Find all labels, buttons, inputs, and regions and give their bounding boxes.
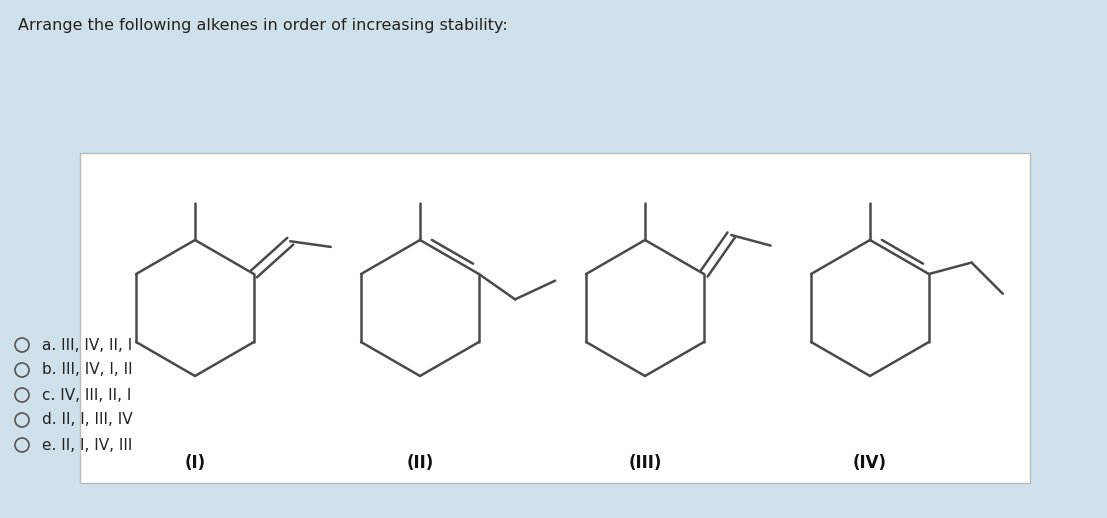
Text: b. III, IV, I, II: b. III, IV, I, II [42, 363, 133, 378]
Text: Arrange the following alkenes in order of increasing stability:: Arrange the following alkenes in order o… [18, 18, 508, 33]
Text: a. III, IV, II, I: a. III, IV, II, I [42, 338, 132, 353]
Text: e. II, I, IV, III: e. II, I, IV, III [42, 438, 133, 453]
Text: (III): (III) [629, 454, 662, 472]
Text: (IV): (IV) [853, 454, 887, 472]
Text: (I): (I) [185, 454, 206, 472]
Text: d. II, I, III, IV: d. II, I, III, IV [42, 412, 133, 427]
Bar [80, 153, 1030, 483]
Text: (II): (II) [406, 454, 434, 472]
Text: c. IV, III, II, I: c. IV, III, II, I [42, 387, 132, 402]
